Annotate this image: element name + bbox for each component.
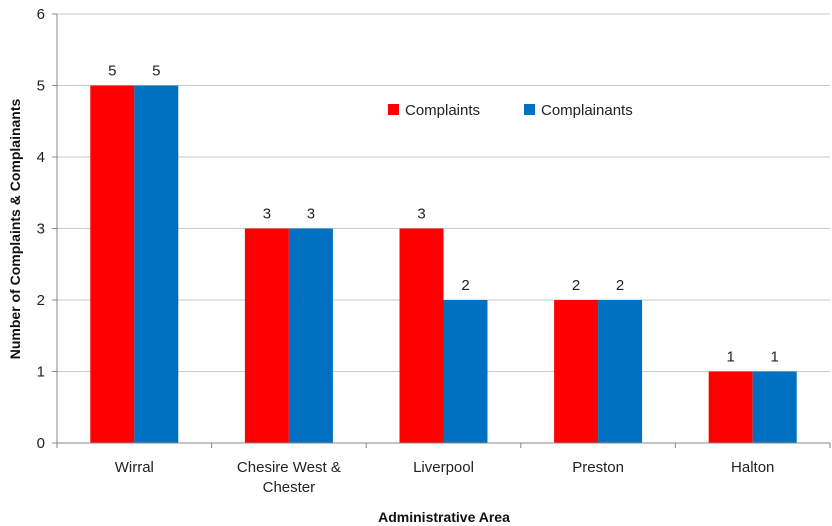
- x-axis-title: Administrative Area: [378, 509, 510, 525]
- bar-complaints-1: [244, 228, 289, 443]
- y-tick-label-0: 0: [37, 435, 45, 452]
- legend-label-complainants: Complainants: [541, 102, 633, 119]
- data-label-complaints-1: 3: [263, 206, 271, 223]
- bar-complaints-4: [708, 371, 753, 443]
- legend-label-complaints: Complaints: [405, 102, 480, 119]
- y-tick-label-6: 6: [37, 6, 45, 23]
- y-axis-title: Number of Complaints & Complainants: [7, 99, 23, 360]
- legend: Complaints Complainants: [388, 102, 633, 119]
- y-tick-label-3: 3: [37, 221, 45, 238]
- bar-complaints-2: [399, 228, 444, 443]
- data-label-complaints-2: 3: [417, 206, 425, 223]
- y-tick-label-4: 4: [37, 149, 45, 166]
- y-tick-label-5: 5: [37, 78, 45, 95]
- bar-complainants-2: [443, 300, 488, 443]
- data-label-complainants-2: 2: [461, 277, 469, 294]
- axes: 0 1 2 3 4 5 6 Wirral Chesire West & Chester Liverp…: [37, 6, 831, 496]
- bar-complainants-4: [752, 371, 797, 443]
- bar-complaints-0: [90, 85, 135, 443]
- data-labels: 5 3 3 2 1 5 3 2 2 1: [108, 63, 779, 366]
- bars: [90, 85, 797, 443]
- x-tick-label-2: Liverpool: [413, 459, 474, 476]
- data-label-complainants-3: 2: [616, 277, 624, 294]
- data-label-complaints-0: 5: [108, 63, 116, 80]
- x-tick-label-4: Halton: [731, 459, 774, 476]
- legend-swatch-complaints: [388, 104, 399, 115]
- y-tick-label-2: 2: [37, 292, 45, 309]
- data-label-complainants-1: 3: [307, 206, 315, 223]
- bar-complainants-1: [288, 228, 333, 443]
- data-label-complainants-0: 5: [152, 63, 160, 80]
- bar-complainants-3: [598, 300, 643, 443]
- bar-complainants-0: [134, 85, 179, 443]
- y-tick-label-1: 1: [37, 364, 45, 381]
- data-label-complaints-4: 1: [727, 349, 735, 366]
- x-tick-label-1: Chesire West & Chester: [237, 459, 341, 496]
- bar-complaints-3: [554, 300, 599, 443]
- data-label-complainants-4: 1: [771, 349, 779, 366]
- x-tick-label-0: Wirral: [115, 459, 154, 476]
- data-label-complaints-3: 2: [572, 277, 580, 294]
- legend-swatch-complainants: [524, 104, 535, 115]
- x-tick-label-3: Preston: [572, 459, 624, 476]
